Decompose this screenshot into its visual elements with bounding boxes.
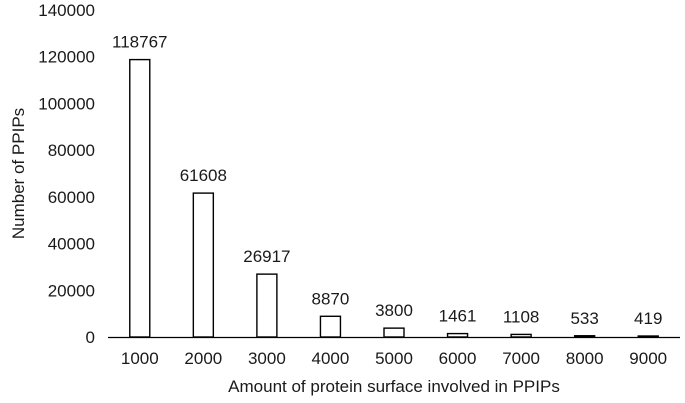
y-tick-labels: 0 20000 40000 60000 80000 100000 120000 140000 <box>38 1 95 347</box>
bar-6000 <box>446 332 469 338</box>
bar-1000 <box>129 58 151 338</box>
x-tick-label: 9000 <box>629 349 667 368</box>
data-label-5000: 3800 <box>375 301 413 320</box>
x-axis-title: Amount of protein surface involved in PP… <box>228 377 560 396</box>
y-tick-label: 20000 <box>48 281 95 300</box>
bar-8000 <box>573 335 596 338</box>
data-label-2000: 61608 <box>180 166 227 185</box>
data-label-4000: 8870 <box>312 289 350 308</box>
x-tick-label: 4000 <box>312 349 350 368</box>
data-label-9000: 419 <box>634 309 662 328</box>
y-tick-label: 60000 <box>48 188 95 207</box>
y-tick-label: 140000 <box>38 1 95 20</box>
x-tick-label: 2000 <box>184 349 222 368</box>
data-label-6000: 1461 <box>439 307 477 326</box>
bar-5000 <box>383 327 405 338</box>
bar-7000 <box>510 333 532 338</box>
x-tick-label: 6000 <box>439 349 477 368</box>
y-tick-label: 0 <box>86 328 95 347</box>
y-tick-label: 40000 <box>48 235 95 254</box>
y-tick-label: 80000 <box>48 141 95 160</box>
x-tick-label: 8000 <box>566 349 604 368</box>
x-tick-label: 5000 <box>375 349 413 368</box>
data-label-3000: 26917 <box>243 247 290 266</box>
data-labels: 118767 61608 26917 8870 3800 1461 1108 533 419 <box>112 33 662 328</box>
data-label-1000: 118767 <box>112 33 167 52</box>
x-tick-label: 3000 <box>248 349 286 368</box>
y-tick-label: 120000 <box>38 48 95 67</box>
bar-2000 <box>192 192 215 338</box>
x-tick-labels: 1000 2000 3000 4000 5000 6000 7000 8000 9000 <box>121 349 667 368</box>
bar-3000 <box>256 273 278 338</box>
x-tick-label: 1000 <box>121 349 159 368</box>
bar-4000 <box>319 315 342 338</box>
bars <box>129 58 659 338</box>
y-tick-label: 100000 <box>38 94 95 113</box>
bar-9000 <box>637 335 659 338</box>
data-label-7000: 1108 <box>503 307 540 326</box>
data-label-8000: 533 <box>570 309 598 328</box>
y-axis-title: Number of PPIPs <box>9 108 28 239</box>
x-tick-label: 7000 <box>502 349 540 368</box>
